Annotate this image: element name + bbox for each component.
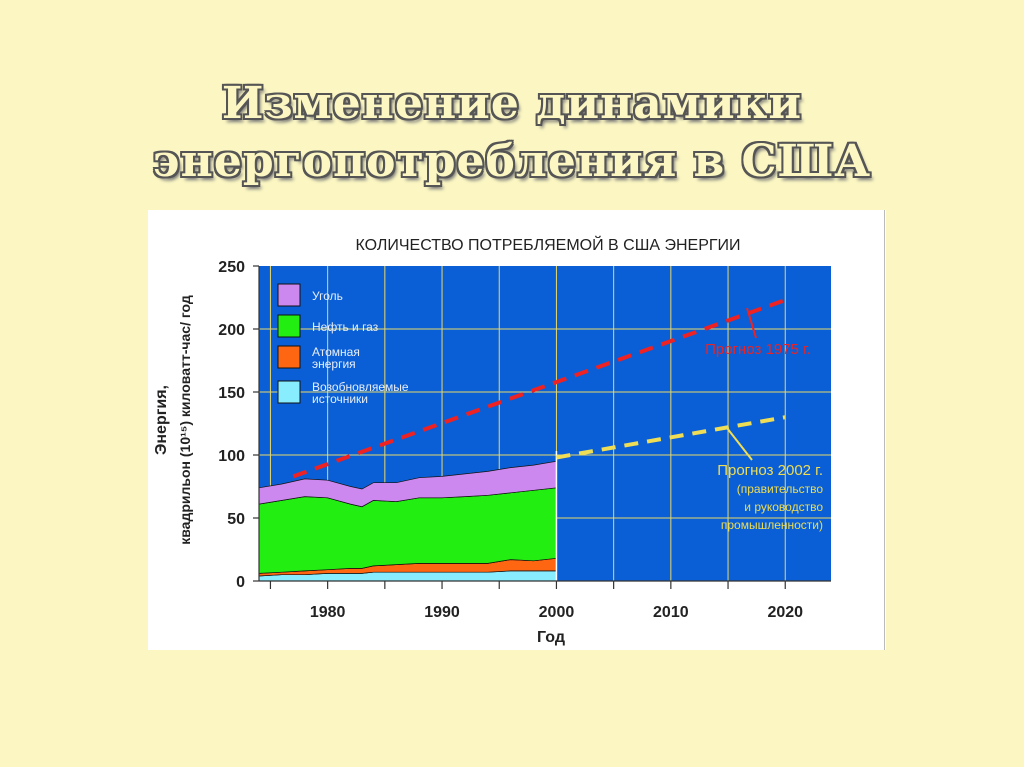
- x-tick-label: 2000: [539, 604, 575, 621]
- axes: 0 50 100 150 200 250 1980 1990 2000 2010 2020: [218, 259, 831, 621]
- slide-title-line-2: энергопотребления в США: [152, 136, 872, 187]
- chart-title: КОЛИЧЕСТВО ПОТРЕБЛЯЕМОЙ В США ЭНЕРГИИ: [355, 235, 740, 254]
- forecast-label: Прогноз 1975 г.: [705, 341, 811, 358]
- y-axis-label-line-1: Энергия,: [153, 385, 170, 455]
- forecast-label: Прогноз 2002 г.: [717, 462, 823, 479]
- y-tick-label: 100: [218, 448, 245, 465]
- forecast-label: (правительство: [737, 482, 824, 496]
- y-axis-label-line-2: квадрильон (10¹⁵) киловатт-час/ год: [177, 295, 193, 545]
- y-tick-label: 0: [236, 574, 245, 591]
- y-tick-label: 250: [218, 259, 245, 276]
- slide-title-line-1: Изменение динамики: [221, 78, 803, 129]
- forecast-line: [292, 298, 786, 479]
- x-axis-label: Год: [537, 629, 565, 646]
- legend-label: Возобновляемые: [312, 380, 409, 394]
- forecast-label: промышленности): [721, 518, 823, 532]
- slide-title: Изменение динамики энергопотребления в С…: [0, 75, 1024, 191]
- forecast-leader-line: [746, 307, 757, 339]
- x-tick-label: 2010: [653, 604, 689, 621]
- forecast-line: [556, 415, 786, 460]
- x-tick-label: 1990: [424, 604, 460, 621]
- x-tick-label: 1980: [310, 604, 346, 621]
- panel-edge-line: [884, 210, 885, 650]
- x-tick-label: 2020: [767, 604, 803, 621]
- forecast-leader-line: [726, 427, 753, 461]
- legend-label: источники: [312, 392, 368, 406]
- y-tick-label: 150: [218, 385, 245, 402]
- forecast-lines: Прогноз 1975 г. Прогноз 2002 г. (правитель…: [292, 298, 824, 532]
- legend-swatch: [277, 314, 301, 338]
- stacked-areas: [258, 451, 558, 582]
- legend-swatch: [277, 380, 301, 404]
- legend-label: Атомная: [312, 345, 360, 359]
- forecast-label: и руководство: [744, 500, 823, 514]
- legend-label: Уголь: [312, 289, 343, 303]
- y-tick-label: 200: [218, 322, 245, 339]
- legend-swatch: [277, 345, 301, 369]
- legend-label: энергия: [312, 357, 356, 371]
- y-tick-label: 50: [227, 511, 245, 528]
- legend-swatch: [277, 283, 301, 307]
- legend-label: Нефть и газ: [312, 320, 379, 334]
